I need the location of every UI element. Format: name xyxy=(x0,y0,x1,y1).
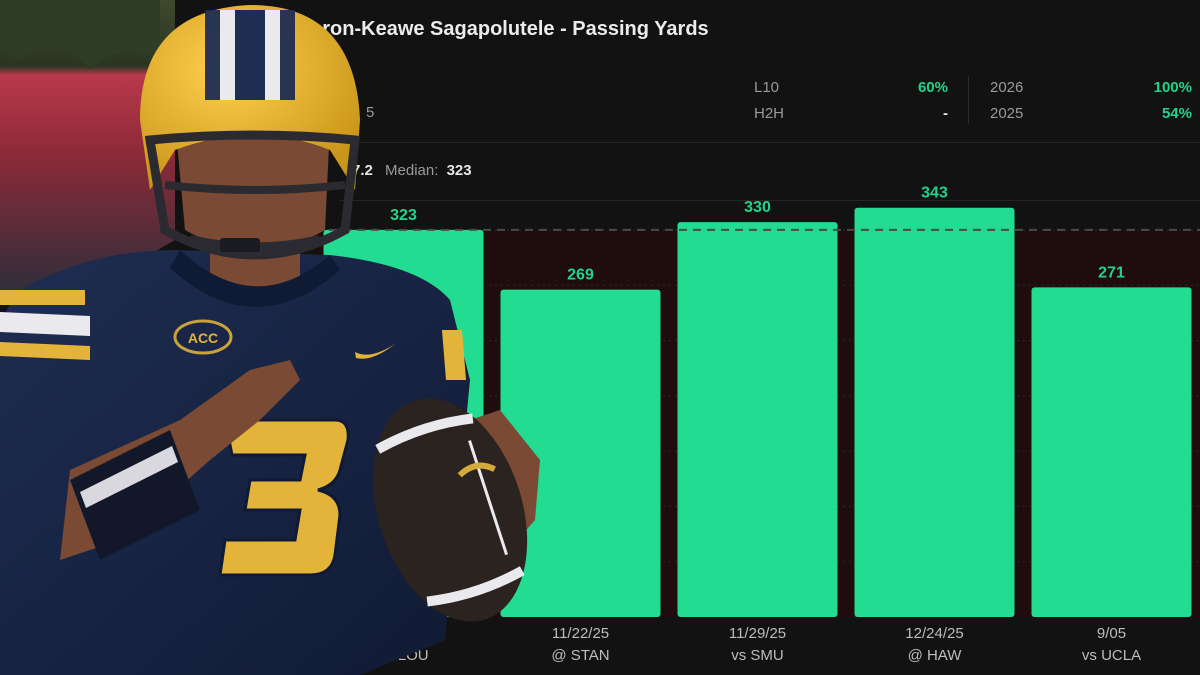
stat-value-l10: 60% xyxy=(917,79,948,96)
stat-value-h2h: - xyxy=(943,105,948,122)
divider-bottom xyxy=(340,200,1200,201)
bar xyxy=(500,289,661,617)
divider-top xyxy=(340,142,1200,143)
stat-label-2026: 2026 xyxy=(990,79,1024,96)
average-value: 7.2 xyxy=(352,162,373,179)
x-tick-date: 11/22/25 xyxy=(552,625,609,642)
bar xyxy=(1031,287,1192,617)
stat-label-l10: L10 xyxy=(754,79,780,96)
stat-value-2026: 100% xyxy=(1153,79,1192,96)
x-tick-opponent: vs UCLA xyxy=(1082,647,1141,664)
bar xyxy=(677,222,838,617)
x-tick-opponent: @ HAW xyxy=(908,647,963,664)
bar-value-label: 271 xyxy=(1098,264,1125,281)
stat-label-2025: 2025 xyxy=(990,105,1024,122)
x-tick-opponent: @ STAN xyxy=(551,647,609,664)
bar-value-label: 323 xyxy=(390,207,417,224)
x-tick-date: 12/24/25 xyxy=(905,625,963,642)
x-tick-date: 9/05 xyxy=(1097,625,1126,642)
stats-divider xyxy=(968,76,969,124)
svg-text:ACC: ACC xyxy=(188,330,218,346)
median-label: Median: xyxy=(385,162,439,179)
summary-line: 7.2 Median: 323 xyxy=(352,162,472,179)
bar-value-label: 330 xyxy=(744,199,771,216)
median-value: 323 xyxy=(446,162,472,179)
bar-value-label: 343 xyxy=(921,185,948,202)
page-title: Jaron-Keawe Sagapolutele - Passing Yards xyxy=(300,18,709,40)
stat-value-2025: 54% xyxy=(1161,105,1192,122)
stats-partial-text: 5 xyxy=(366,104,375,121)
x-tick-date: 11/29/25 xyxy=(729,625,786,642)
player-photo: ACC xyxy=(0,0,540,675)
bar xyxy=(854,207,1015,618)
stat-label-h2h: H2H xyxy=(754,105,785,122)
x-tick-opponent: vs SMU xyxy=(731,647,784,664)
bar-value-label: 269 xyxy=(567,267,594,284)
